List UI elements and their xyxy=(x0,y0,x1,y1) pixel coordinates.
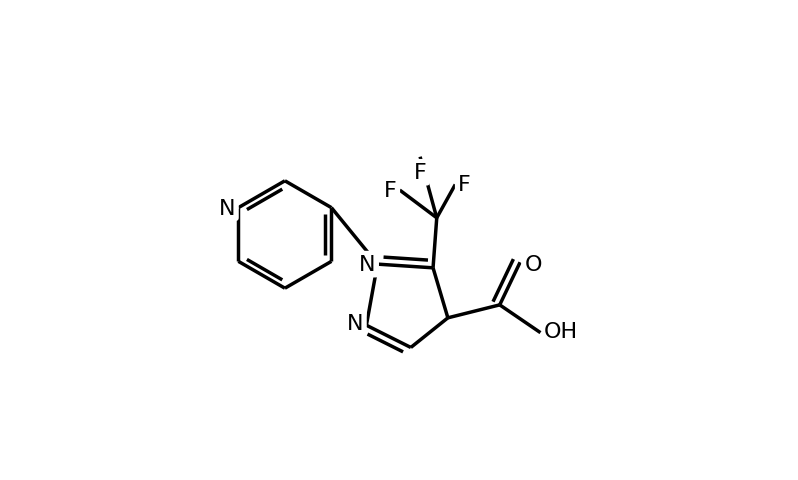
Text: N: N xyxy=(219,198,235,218)
Text: OH: OH xyxy=(543,321,578,341)
Text: O: O xyxy=(524,254,542,275)
Text: F: F xyxy=(413,163,426,183)
Text: N: N xyxy=(347,314,363,334)
Text: F: F xyxy=(458,175,471,195)
Text: F: F xyxy=(384,180,397,201)
Text: N: N xyxy=(359,254,376,275)
